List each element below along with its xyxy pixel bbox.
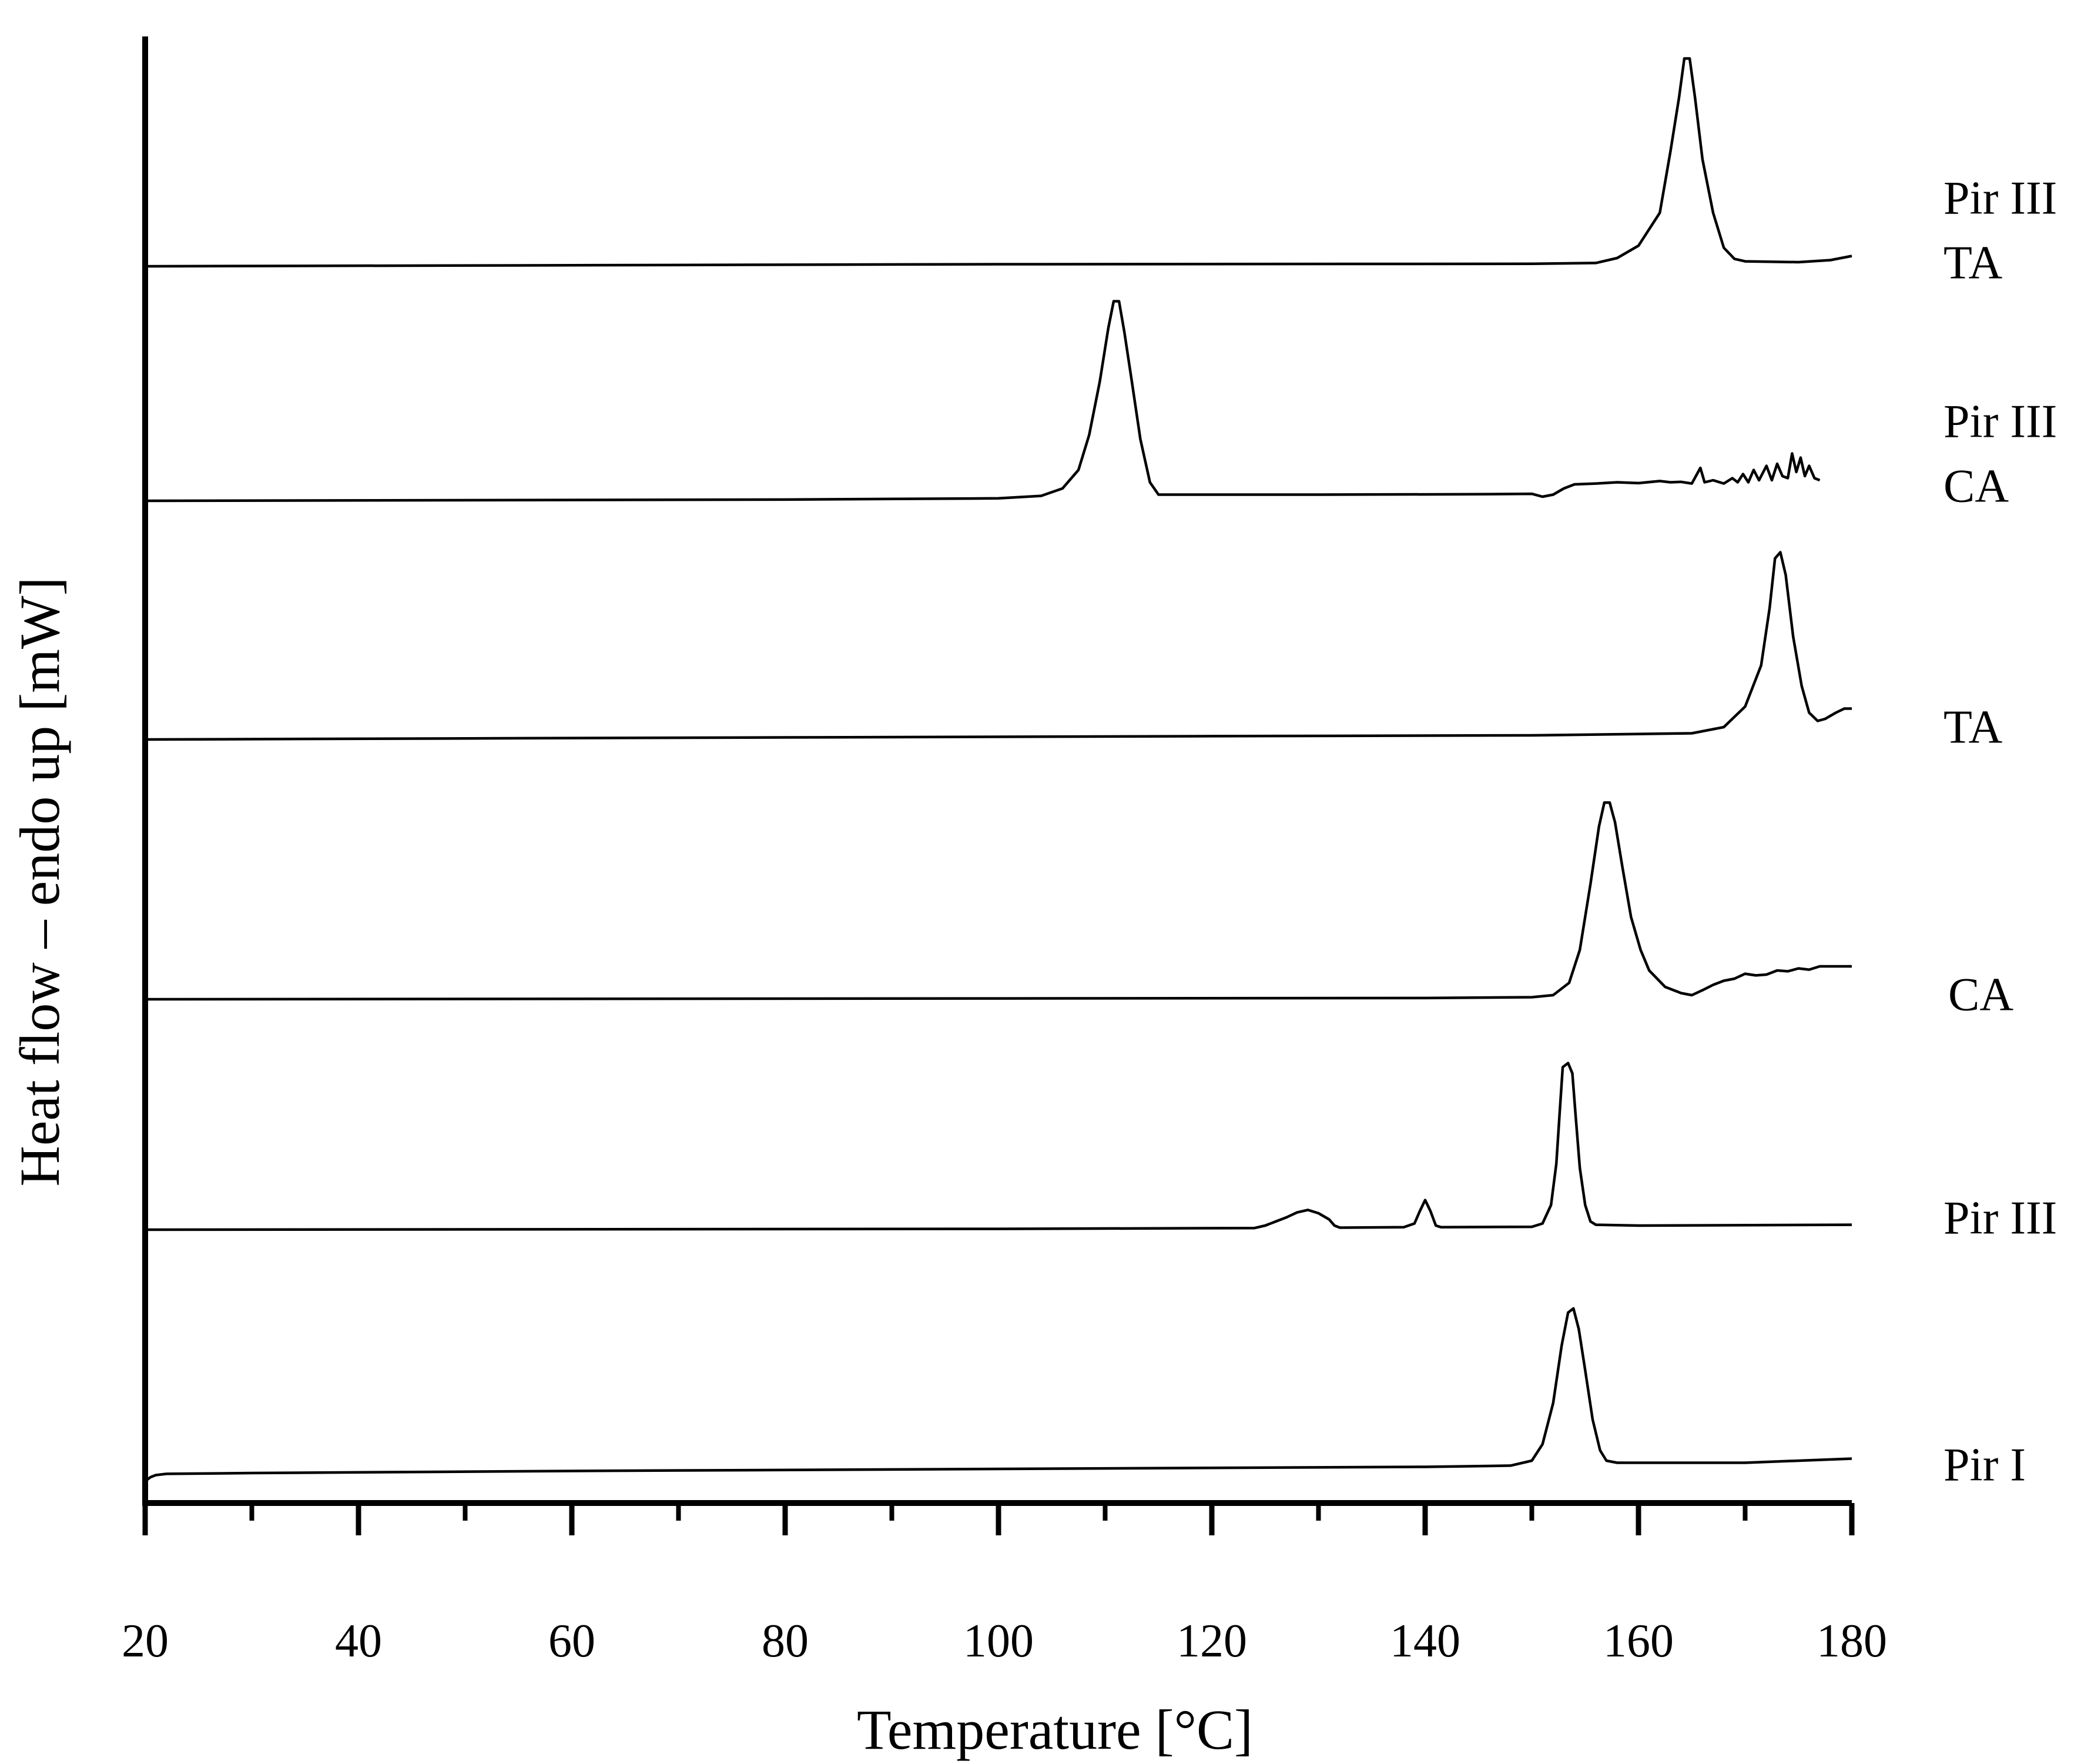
series-label-2-line-1: Pir III bbox=[1943, 396, 2057, 447]
series-layer bbox=[144, 57, 1852, 1482]
series-label-1-line-1: Pir III bbox=[1943, 172, 2057, 224]
x-tick-label-100: 100 bbox=[963, 1615, 1034, 1667]
series-label-4-line-1: CA bbox=[1948, 969, 2013, 1020]
x-tick-label-20: 20 bbox=[122, 1615, 169, 1667]
series-label-1-line-2: TA bbox=[1943, 237, 2002, 289]
x-tick-label-60: 60 bbox=[548, 1615, 595, 1667]
x-tick-label-160: 160 bbox=[1603, 1615, 1674, 1667]
series-labels: Pir III TA Pir III CA TA CA Pir III Pir I bbox=[1943, 172, 2057, 1491]
series-line-2 bbox=[145, 300, 1821, 503]
x-tick-label-80: 80 bbox=[762, 1615, 809, 1667]
series-line-3 bbox=[145, 551, 1852, 741]
x-ticks bbox=[142, 1503, 1855, 1535]
series-line-5 bbox=[145, 1062, 1852, 1231]
series-line-4 bbox=[145, 801, 1852, 1001]
x-tick-label-40: 40 bbox=[335, 1615, 382, 1667]
axes-layer bbox=[142, 36, 1852, 1506]
x-tick-labels: 20 40 60 80 100 120 140 160 180 bbox=[122, 1615, 1887, 1667]
series-label-5-line-1: Pir III bbox=[1943, 1192, 2057, 1244]
x-tick-label-120: 120 bbox=[1177, 1615, 1247, 1667]
x-tick-label-180: 180 bbox=[1817, 1615, 1887, 1667]
x-axis-title: Temperature [°C] bbox=[857, 1698, 1253, 1761]
y-axis-title: Heat flow – endo up [mW] bbox=[8, 577, 71, 1186]
series-label-6-line-1: Pir I bbox=[1943, 1439, 2026, 1491]
series-line-6 bbox=[144, 1307, 1852, 1482]
series-label-2-line-2: CA bbox=[1943, 460, 2009, 512]
series-line-1 bbox=[145, 57, 1852, 268]
x-tick-label-140: 140 bbox=[1390, 1615, 1460, 1667]
series-label-3-line-1: TA bbox=[1943, 701, 2002, 753]
